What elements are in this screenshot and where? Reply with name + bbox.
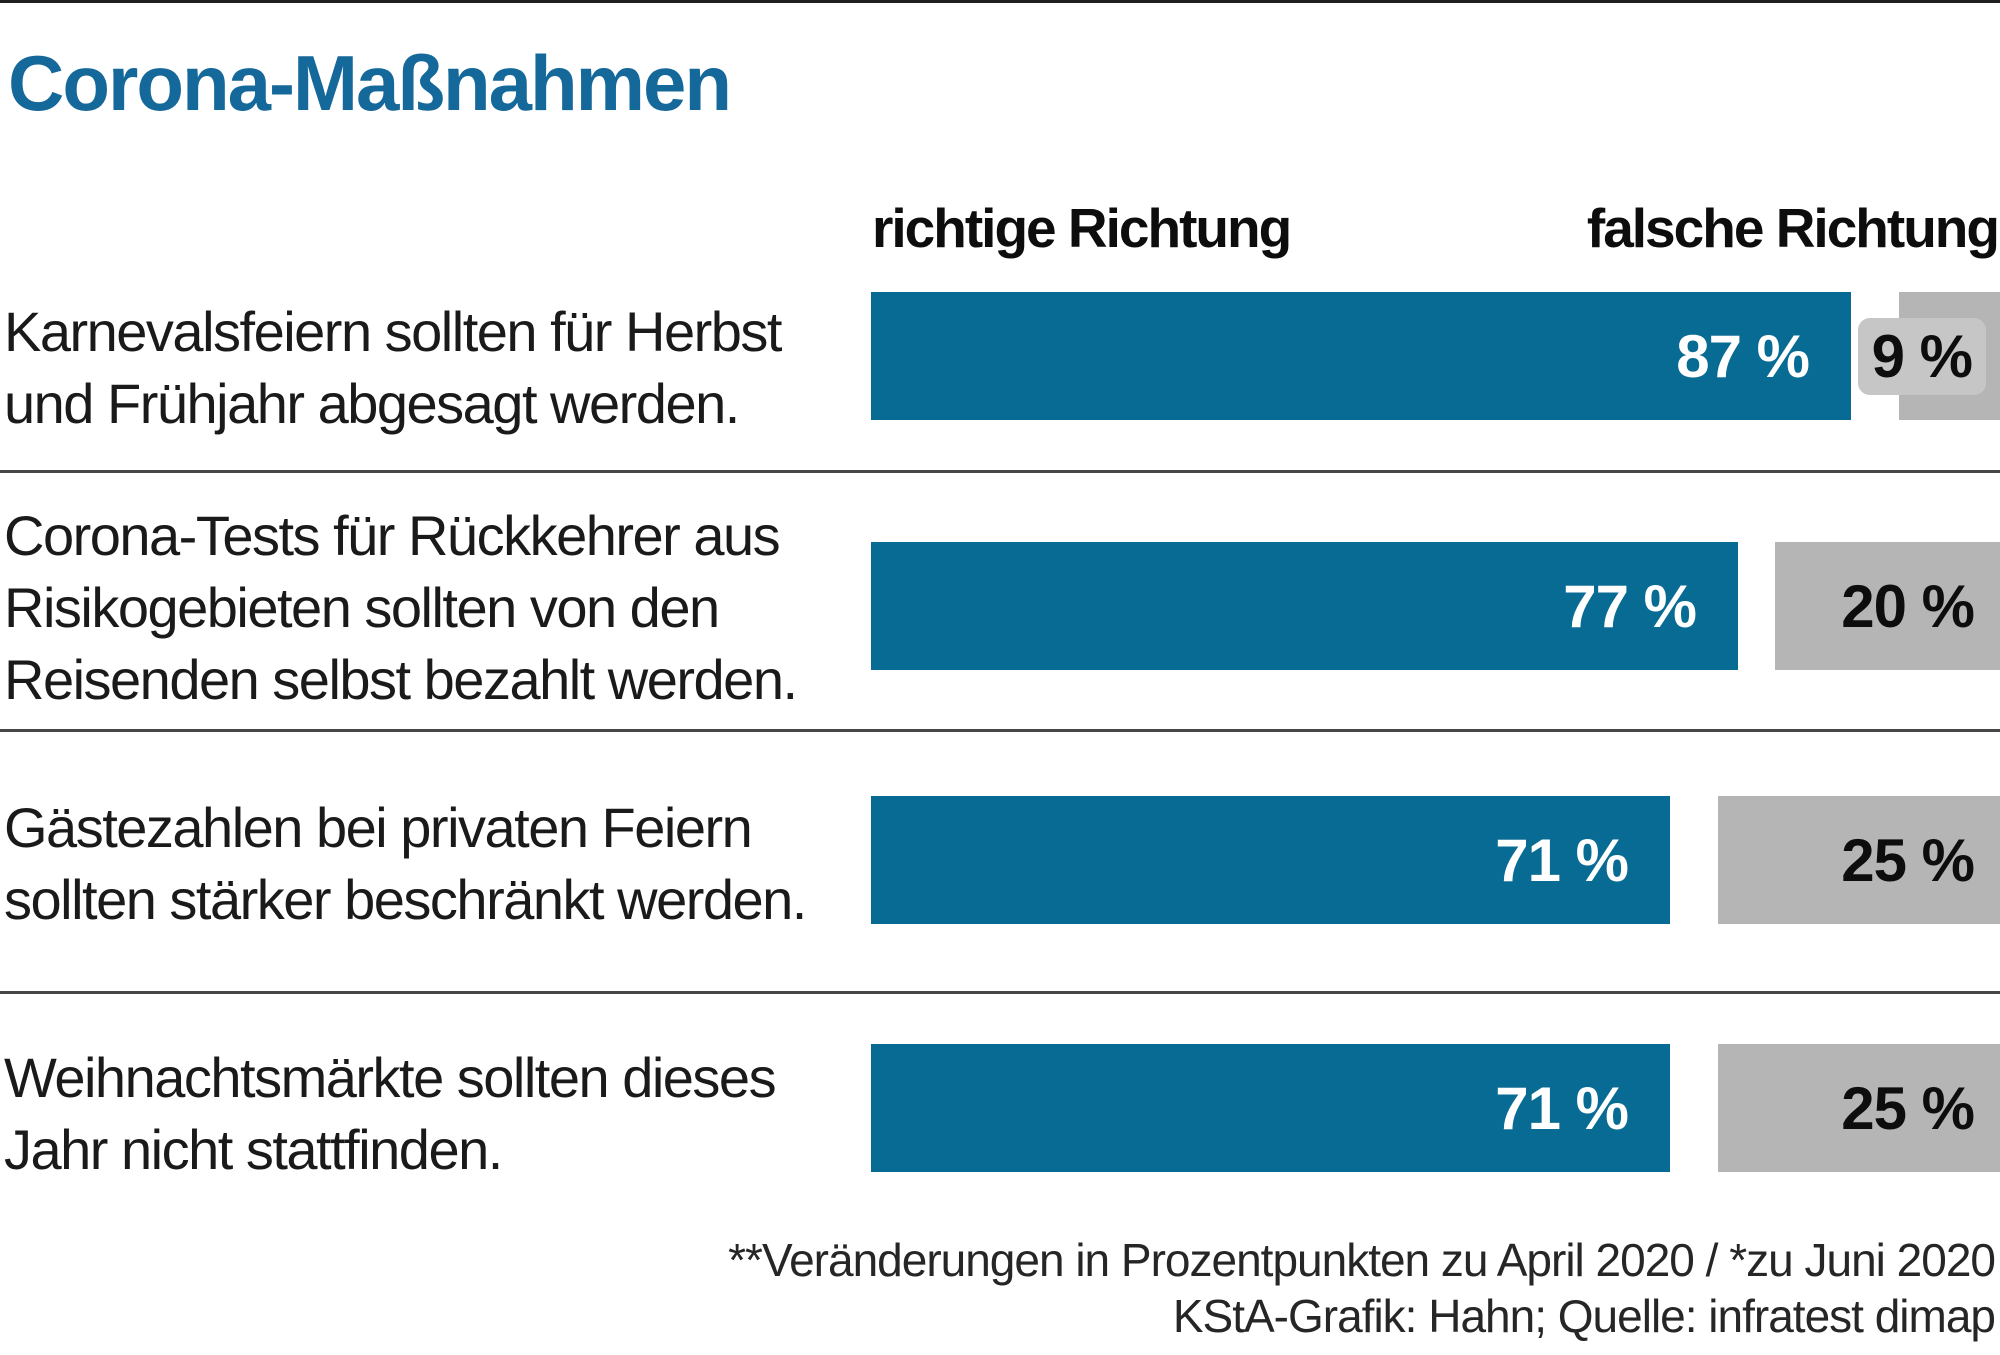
- chart-row-gaestezahlen: Gästezahlen bei privaten Feiern sollten …: [0, 788, 2000, 993]
- bar-falsche-richtung: 20 %: [1775, 542, 2000, 670]
- bar-falsche-richtung: 9 %: [1857, 292, 2000, 420]
- chart-row-weihnachtsmaerkte: Weihnachtsmärkte sollten dieses Jahr nic…: [0, 1038, 2000, 1238]
- row-label: Karnevalsfeiern sollten für Herbst und F…: [4, 300, 782, 435]
- bar-richtige-richtung: 71 %: [871, 1044, 1670, 1172]
- bar-group: 87 % 9 %: [0, 292, 2000, 422]
- bar-value-label: 20 %: [1841, 572, 1975, 640]
- bar-value-label: 9 %: [1857, 317, 1986, 395]
- source-line: KStA-Grafik: Hahn; Quelle: infratest dim…: [1172, 1290, 1996, 1342]
- row-divider: [0, 991, 2000, 994]
- row-label: Corona-Tests für Rückkehrer aus Risikoge…: [4, 504, 798, 711]
- bar-falsche-richtung: 25 %: [1718, 1044, 2000, 1172]
- bar-richtige-richtung: 87 %: [871, 292, 1851, 420]
- bar-group: 71 % 25 %: [0, 1044, 2000, 1174]
- bar-value-label: 87 %: [1676, 322, 1810, 390]
- top-border-line: [0, 0, 2000, 3]
- bar-group: 77 % 20 %: [0, 542, 2000, 672]
- bar-value-label: 77 %: [1563, 572, 1697, 640]
- row-label: Weihnachtsmärkte sollten dieses Jahr nic…: [4, 1046, 777, 1181]
- row-label: Gästezahlen bei privaten Feiern sollten …: [4, 796, 807, 931]
- bar-falsche-richtung: 25 %: [1718, 796, 2000, 924]
- bar-group: 71 % 25 %: [0, 796, 2000, 926]
- header-falsche-richtung: falsche Richtung: [1586, 197, 2000, 259]
- chart-title: Corona-Maßnahmen: [8, 39, 732, 127]
- bar-value-label: 71 %: [1495, 1074, 1629, 1142]
- footnote-line: **Veränderungen in Prozentpunkten zu Apr…: [728, 1234, 1996, 1286]
- bar-value-label: 71 %: [1495, 826, 1629, 894]
- chart-row-corona-tests: Corona-Tests für Rückkehrer aus Risikoge…: [0, 496, 2000, 731]
- row-divider: [0, 470, 2000, 473]
- bar-value-label: 25 %: [1841, 826, 1975, 894]
- bar-value-label: 25 %: [1841, 1074, 1975, 1142]
- chart-row-karnevalsfeiern: Karnevalsfeiern sollten für Herbst und F…: [0, 292, 2000, 472]
- bar-richtige-richtung: 77 %: [871, 542, 1738, 670]
- header-richtige-richtung: richtige Richtung: [872, 197, 1292, 259]
- column-headers: richtige Richtung falsche Richtung: [0, 196, 2000, 259]
- source-footnote: **Veränderungen in Prozentpunkten zu Apr…: [395, 1232, 1996, 1344]
- row-divider: [0, 729, 2000, 732]
- bar-richtige-richtung: 71 %: [871, 796, 1670, 924]
